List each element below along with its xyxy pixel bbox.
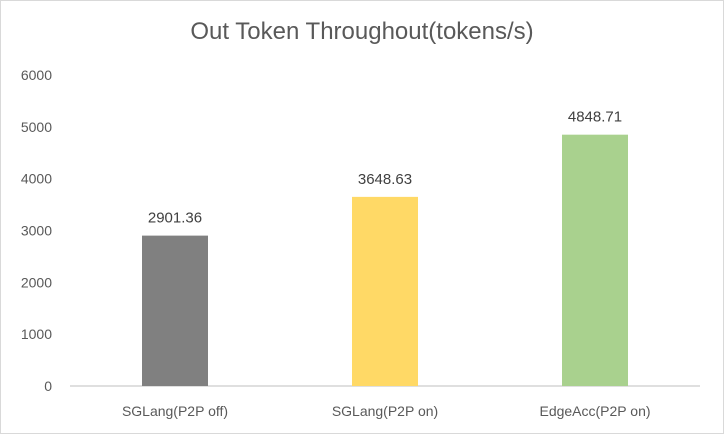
data-labels-group: 2901.36 3648.63 4848.71 bbox=[148, 109, 622, 227]
y-tick-label: 4000 bbox=[21, 171, 52, 187]
y-tick-label: 0 bbox=[44, 378, 52, 394]
category-label: SGLang(P2P on) bbox=[332, 403, 438, 419]
y-tick-label: 1000 bbox=[21, 326, 52, 342]
bar bbox=[352, 196, 418, 386]
bar bbox=[562, 134, 628, 386]
bar-value-label: 2901.36 bbox=[148, 210, 202, 227]
y-tick-label: 6000 bbox=[21, 67, 52, 83]
bars-group bbox=[142, 134, 628, 386]
y-tick-label: 3000 bbox=[21, 223, 52, 239]
category-labels-group: SGLang(P2P off) SGLang(P2P on) EdgeAcc(P2P… bbox=[122, 403, 651, 419]
y-axis-ticks: 0 1000 2000 3000 4000 5000 6000 bbox=[21, 67, 52, 394]
y-tick-label: 2000 bbox=[21, 274, 52, 290]
chart-title: Out Token Throughout(tokens/s) bbox=[190, 18, 534, 45]
bar-value-label: 4848.71 bbox=[568, 109, 622, 126]
category-label: EdgeAcc(P2P on) bbox=[539, 403, 650, 419]
category-label: SGLang(P2P off) bbox=[122, 403, 228, 419]
y-tick-label: 5000 bbox=[21, 119, 52, 135]
bar bbox=[142, 235, 208, 386]
bar-value-label: 3648.63 bbox=[358, 171, 412, 188]
